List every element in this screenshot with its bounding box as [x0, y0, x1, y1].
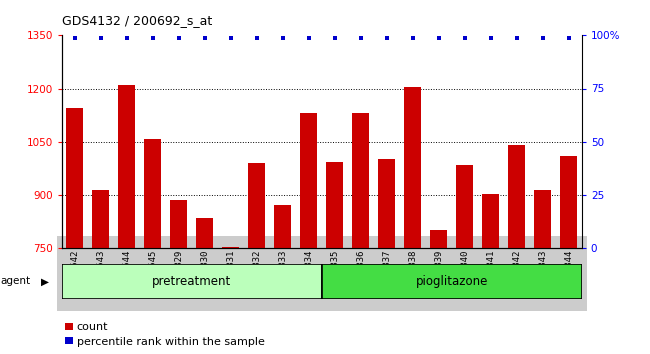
Text: agent: agent: [1, 276, 31, 286]
Bar: [508, 145, 525, 248]
Bar: [144, 139, 161, 248]
Bar: [170, 200, 187, 248]
Text: pioglitazone: pioglitazone: [415, 275, 488, 288]
Bar: [322, 264, 582, 299]
Bar: [378, 159, 395, 248]
Bar: [300, 113, 317, 248]
Text: percentile rank within the sample: percentile rank within the sample: [77, 337, 265, 347]
Bar: [118, 85, 135, 248]
Bar: [274, 205, 291, 248]
Bar: [404, 87, 421, 248]
Text: ▶: ▶: [41, 276, 49, 286]
Bar: [456, 165, 473, 248]
Bar: [560, 156, 577, 248]
Bar: [222, 247, 239, 248]
Bar: [66, 108, 83, 248]
Bar: [62, 264, 322, 299]
Bar: [326, 162, 343, 248]
Bar: [92, 190, 109, 248]
Text: count: count: [77, 322, 108, 332]
Bar: [248, 163, 265, 248]
Bar: [352, 113, 369, 248]
Bar: [430, 230, 447, 248]
Text: GDS4132 / 200692_s_at: GDS4132 / 200692_s_at: [62, 14, 212, 27]
Text: pretreatment: pretreatment: [152, 275, 231, 288]
Bar: [482, 194, 499, 248]
Bar: [196, 218, 213, 248]
Bar: [534, 190, 551, 248]
